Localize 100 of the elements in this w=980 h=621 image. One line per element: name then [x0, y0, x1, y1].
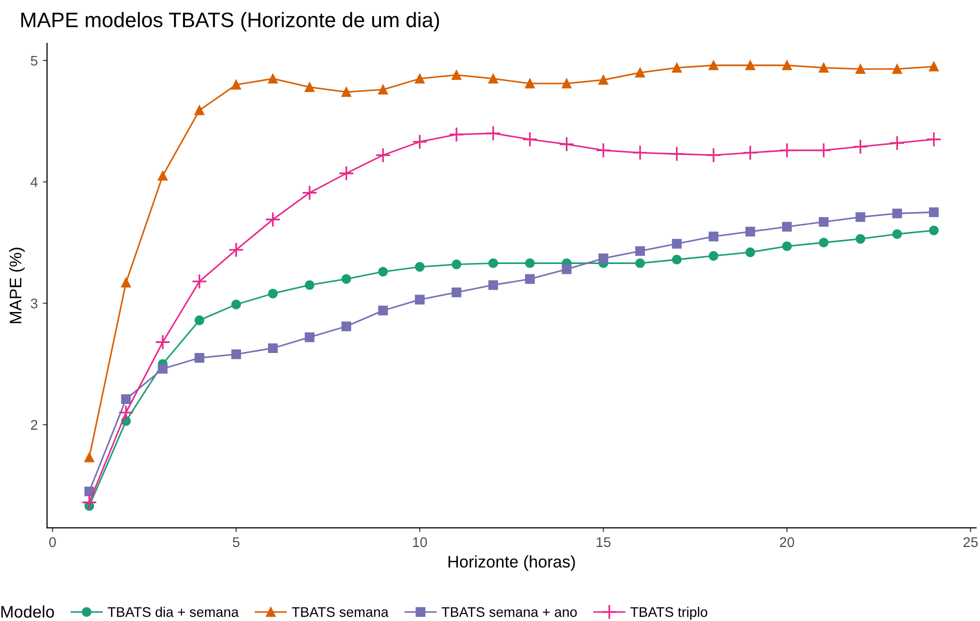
- point: [562, 264, 572, 274]
- point: [485, 126, 501, 142]
- point: [414, 262, 425, 272]
- point: [231, 80, 242, 90]
- point: [268, 343, 278, 354]
- point: [856, 212, 866, 222]
- point: [892, 208, 902, 218]
- point: [598, 253, 608, 264]
- point: [81, 494, 98, 510]
- point: [706, 147, 722, 163]
- chart-title: MAPE modelos TBATS (Horizonte de um dia): [21, 12, 440, 32]
- point: [84, 486, 94, 496]
- point: [672, 238, 682, 249]
- point: [378, 84, 388, 94]
- point: [268, 288, 278, 298]
- point: [448, 126, 464, 142]
- point: [708, 60, 718, 70]
- x-tick-label: 0: [49, 537, 56, 548]
- point: [928, 62, 939, 72]
- point: [782, 60, 792, 70]
- point: [304, 82, 314, 92]
- point: [378, 306, 388, 316]
- point: [745, 247, 756, 258]
- legend-label: TBATS semana: [292, 607, 389, 617]
- point: [892, 229, 902, 239]
- x-tick-label: 25: [964, 537, 978, 548]
- point: [231, 300, 242, 310]
- point: [779, 142, 795, 158]
- point: [782, 222, 792, 232]
- x-tick-label: 20: [780, 537, 794, 548]
- point: [598, 75, 608, 85]
- legend-label: TBATS dia + semana: [108, 606, 239, 617]
- y-tick-label: 3: [30, 298, 38, 308]
- y-tick-label: 5: [30, 56, 38, 66]
- point: [488, 258, 498, 268]
- point: [341, 274, 352, 284]
- point: [375, 147, 391, 163]
- x-tick-label: 15: [596, 537, 611, 548]
- point: [818, 62, 829, 73]
- point: [84, 452, 94, 462]
- legend-title: Modelo: [1, 605, 54, 618]
- point: [928, 226, 939, 236]
- point: [452, 70, 462, 80]
- point: [525, 78, 535, 88]
- point: [742, 144, 758, 161]
- point: [265, 212, 281, 228]
- x-tick-label: 5: [232, 537, 240, 548]
- point: [852, 138, 868, 154]
- point: [669, 146, 685, 162]
- point: [525, 274, 535, 284]
- point: [818, 217, 829, 227]
- point: [892, 64, 902, 74]
- point: [154, 334, 170, 350]
- point: [889, 135, 905, 151]
- point: [672, 62, 682, 73]
- point: [414, 74, 425, 84]
- point: [635, 68, 645, 78]
- point: [304, 280, 314, 290]
- point: [558, 136, 574, 152]
- point: [231, 349, 242, 360]
- point: [192, 274, 208, 290]
- point: [194, 105, 204, 116]
- point: [194, 315, 204, 326]
- point: [856, 64, 866, 74]
- point: [745, 226, 756, 236]
- point: [672, 254, 682, 264]
- point: [818, 238, 829, 248]
- point: [525, 258, 535, 268]
- point: [708, 251, 718, 261]
- point: [635, 258, 645, 268]
- point: [341, 321, 352, 332]
- x-tick-label: 10: [413, 537, 427, 548]
- x-axis-title: Horizonte (horas): [448, 555, 575, 571]
- point: [926, 132, 942, 148]
- point: [928, 207, 939, 218]
- point: [488, 74, 498, 84]
- point: [378, 266, 388, 277]
- point: [121, 394, 131, 404]
- point: [708, 232, 718, 242]
- point: [632, 144, 648, 161]
- point: [304, 332, 314, 342]
- point: [856, 234, 866, 244]
- point: [121, 278, 131, 288]
- y-axis-title: MAPE (%): [9, 248, 25, 324]
- point: [338, 166, 354, 182]
- point: [635, 246, 645, 256]
- legend-label: TBATS semana + ano: [442, 607, 577, 617]
- point: [488, 280, 498, 290]
- point: [522, 132, 538, 148]
- point: [302, 185, 318, 201]
- point: [158, 364, 168, 374]
- y-tick-label: 4: [30, 177, 38, 187]
- point: [228, 242, 244, 258]
- point: [745, 60, 756, 70]
- point: [596, 142, 612, 158]
- legend-label: TBATS triplo: [630, 606, 708, 620]
- point: [341, 87, 352, 97]
- point: [412, 134, 428, 150]
- point: [194, 353, 204, 363]
- point: [452, 287, 462, 298]
